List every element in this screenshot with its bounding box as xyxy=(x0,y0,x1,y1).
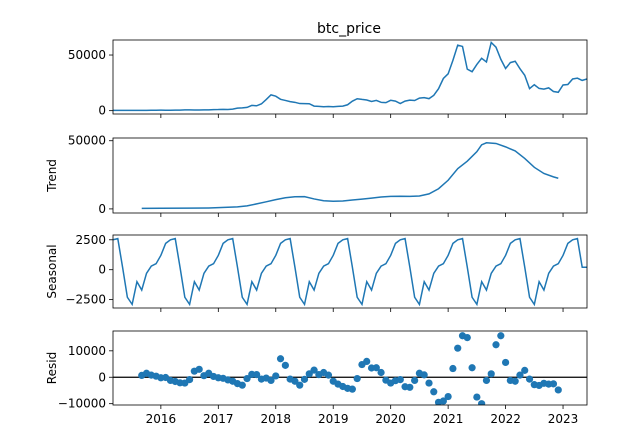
y-tick-label: 0 xyxy=(98,202,106,216)
x-tick-label: 2017 xyxy=(203,412,234,426)
resid-point xyxy=(497,332,505,340)
y-tick-label: 0 xyxy=(98,263,106,277)
chart-title: btc_price xyxy=(317,21,381,37)
resid-point xyxy=(521,366,529,374)
x-tick-label: 2016 xyxy=(146,412,177,426)
resid-point xyxy=(554,386,562,394)
resid-point xyxy=(406,383,414,391)
resid-point xyxy=(449,364,457,373)
resid-point xyxy=(363,357,371,365)
resid-point xyxy=(420,371,428,379)
resid-point xyxy=(253,371,261,379)
y-axis-label: Trend xyxy=(45,159,59,193)
x-tick-label: 2019 xyxy=(318,412,349,426)
plot-area xyxy=(113,237,587,307)
panels: 0 50000 0 50000 Trend 2500 0 −2500 Seasonal 10000… xyxy=(45,39,588,426)
x-tick-label: 2023 xyxy=(548,412,579,426)
resid-point xyxy=(511,377,519,385)
resid-point xyxy=(396,376,404,384)
resid-point xyxy=(425,379,433,387)
x-tick-label: 2022 xyxy=(490,412,521,426)
resid-point xyxy=(300,375,309,383)
plot-area xyxy=(113,40,587,112)
x-tick-label: 2020 xyxy=(375,412,406,426)
resid-point xyxy=(267,376,275,385)
panel-resid: 10000 0 −10000 Resid 2016 2017 2018 2019 2020 202… xyxy=(45,330,588,426)
resid-point xyxy=(501,358,510,367)
resid-point xyxy=(348,385,356,393)
resid-point xyxy=(463,334,471,342)
y-tick-label: 10000 xyxy=(68,344,106,358)
resid-point xyxy=(454,344,462,352)
y-tick-label: 2500 xyxy=(75,233,106,247)
y-axis-label: Resid xyxy=(45,352,59,384)
panel-trend: 0 50000 Trend xyxy=(45,134,588,217)
axes-frame xyxy=(112,39,588,115)
resid-point xyxy=(473,393,481,401)
resid-point xyxy=(276,355,285,363)
resid-point xyxy=(324,371,333,379)
y-tick-label: 0 xyxy=(98,370,106,384)
resid-point xyxy=(281,361,289,369)
resid-point xyxy=(549,380,558,388)
resid-point xyxy=(444,392,452,401)
resid-point xyxy=(272,372,280,380)
resid-point xyxy=(430,388,438,396)
plot-area xyxy=(113,332,587,405)
seasonal-line xyxy=(113,237,587,307)
btc_price-line xyxy=(113,40,587,112)
resid-point xyxy=(516,371,524,379)
resid-point xyxy=(296,381,304,389)
plot-area xyxy=(141,142,559,210)
resid-point xyxy=(525,375,534,383)
resid-point xyxy=(243,374,251,383)
trend-line xyxy=(141,142,559,210)
y-tick-label: 50000 xyxy=(68,48,106,62)
y-axis-label: Seasonal xyxy=(45,244,59,298)
resid-point xyxy=(353,374,361,383)
axes-frame xyxy=(112,234,588,309)
resid-point xyxy=(238,381,246,389)
resid-point xyxy=(185,376,194,384)
panel-btc_price: 0 50000 xyxy=(68,39,588,118)
resid-point xyxy=(478,400,486,405)
resid-point xyxy=(411,376,419,385)
resid-point xyxy=(310,366,318,374)
x-tick-label: 2021 xyxy=(433,412,464,426)
y-tick-label: −10000 xyxy=(58,397,106,411)
resid-point xyxy=(377,368,385,377)
axes-frame xyxy=(112,330,588,406)
resid-point xyxy=(487,370,495,378)
x-tick-label: 2018 xyxy=(260,412,291,426)
y-tick-label: 50000 xyxy=(68,134,106,148)
y-tick-label: −2500 xyxy=(65,293,106,307)
panel-seasonal: 2500 0 −2500 Seasonal xyxy=(45,233,588,312)
resid-point xyxy=(195,365,203,373)
resid-point xyxy=(492,341,500,349)
y-tick-label: 0 xyxy=(98,104,106,118)
resid-point xyxy=(291,377,299,385)
resid-point xyxy=(439,397,447,405)
axes-frame xyxy=(112,137,588,214)
resid-point xyxy=(482,376,491,385)
resid-point xyxy=(468,364,476,372)
resid-point xyxy=(372,364,380,372)
